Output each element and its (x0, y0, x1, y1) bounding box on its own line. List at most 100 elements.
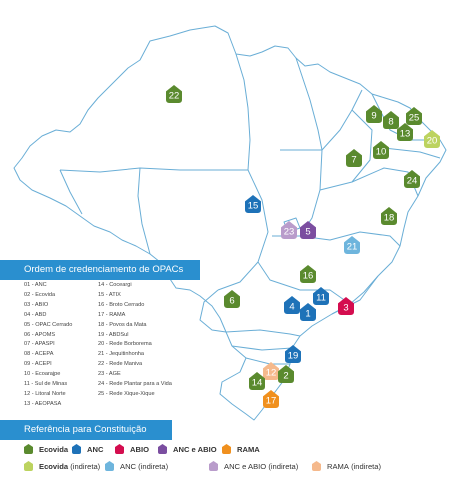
map-marker: 5 (300, 221, 316, 239)
legend-pin-icon (105, 461, 114, 471)
list-item: 01 - ANC (24, 282, 47, 288)
marker-label: 3 (343, 303, 348, 314)
list-item: 12 - Litoral Norte (24, 390, 66, 397)
legend-suffix: (indireta) (348, 462, 382, 471)
marker-pin (373, 141, 389, 159)
legend-label: Ecovida (39, 445, 69, 454)
marker-label: 1 (305, 309, 310, 320)
map-marker: 1 (300, 303, 316, 321)
legend-item: ABIO (115, 444, 149, 455)
legend-label: ANC (87, 445, 104, 454)
legend-item: ANC e ABIO (indireta) (209, 461, 298, 472)
marker-pin (346, 149, 362, 167)
map-marker: 6 (224, 290, 240, 308)
list-title-banner: Ordem de credenciamento de OPACs (0, 260, 200, 280)
legend-pin-icon (72, 444, 81, 454)
marker-pin (166, 85, 182, 103)
map-marker: 21 (344, 236, 360, 254)
border-mg-sp (257, 261, 351, 305)
marker-pin (300, 265, 316, 283)
map-marker: 18 (381, 207, 397, 225)
map-marker: 24 (404, 170, 420, 188)
border-ac-ro (59, 169, 83, 215)
opac-list-right: 14 - Coceargi 15 - ATIX 16 - Broto Cerrado… (98, 281, 172, 400)
marker-pin (278, 365, 294, 383)
border-ba-mg (299, 231, 401, 247)
list-item: 13 - AEOPASA (24, 400, 62, 407)
marker-pin (383, 111, 399, 129)
marker-label: 16 (303, 271, 314, 282)
marker-label: 5 (305, 227, 310, 238)
border-ba (319, 167, 419, 197)
marker-pin (338, 297, 354, 315)
map-marker: 11 (313, 287, 329, 305)
border-sc-rs (245, 357, 290, 365)
marker-label: 17 (266, 396, 277, 407)
list-item: 19 - ABDSul (98, 331, 129, 338)
list-item: 11 - Sul de Minas (24, 381, 68, 388)
marker-pin (397, 123, 413, 141)
list-item: 05 - OPAC Cerrado (24, 321, 73, 328)
marker-label: 2 (283, 371, 288, 382)
map-marker: 25 (406, 107, 422, 125)
map-marker: 10 (373, 141, 389, 159)
marker-label: 24 (407, 176, 418, 187)
marker-pin (406, 107, 422, 125)
list-item: 08 - ACEPA (24, 351, 54, 358)
marker-label: 4 (289, 302, 294, 313)
map-marker: 20 (424, 130, 440, 148)
list-item: 24 - Rede Plantar para a Vida (98, 381, 172, 388)
legend-item: ANC e ABIO (158, 444, 217, 455)
list-item: 21 - Jequitinhonha (98, 351, 145, 358)
list-item: 16 - Broto Cerrado (98, 301, 145, 308)
marker-pin (366, 105, 382, 123)
border-am-pa (235, 53, 251, 171)
marker-label: 18 (384, 213, 395, 224)
border-pr-sc (231, 345, 293, 351)
list-item: 15 - ATIX (98, 291, 121, 298)
list-item: 23 - AGE (98, 371, 121, 378)
border-sp-pr (225, 329, 301, 337)
list-item: 18 - Povos da Mata (98, 321, 147, 328)
legend-suffix: (indireta) (136, 462, 169, 471)
legend-pin-icon (24, 444, 33, 454)
marker-pin (281, 221, 297, 239)
border-pb-pe (383, 147, 441, 159)
map-marker: 8 (383, 111, 399, 129)
marker-pin (249, 372, 265, 390)
legend-suffix: (indireta) (68, 462, 101, 471)
map-marker: 13 (397, 123, 413, 141)
marker-label: 8 (388, 117, 393, 128)
marker-pin (285, 345, 301, 363)
marker-label: 14 (252, 378, 263, 389)
list-item: 22 - Rede Maniva (98, 361, 143, 368)
legend-pin-icon (312, 461, 321, 471)
marker-label: 10 (376, 147, 387, 158)
border-pa-ma (295, 57, 323, 151)
legend-pin-icon (158, 444, 167, 454)
legend-pin-icon (115, 444, 124, 454)
map-marker: 23 (281, 221, 297, 239)
marker-label: 11 (316, 293, 326, 304)
map-marker: 17 (263, 390, 279, 408)
map-marker: 15 (245, 195, 261, 213)
marker-pin (344, 236, 360, 254)
list-item: 25 - Rede Xique-Xique (98, 390, 155, 397)
legend-pin-icon (222, 444, 231, 454)
legend-label: RAMA (237, 445, 260, 454)
list-item: 20 - Rede Borborema (98, 341, 152, 348)
legend-title-banner: Referência para Constituição (0, 420, 172, 440)
marker-pin (300, 221, 316, 239)
marker-label: 25 (409, 113, 420, 124)
legend-label: ABIO (130, 445, 149, 454)
map-marker: 9 (366, 105, 382, 123)
list-item: 09 - ACEPI (24, 361, 52, 368)
map-marker: 16 (300, 265, 316, 283)
list-item: 10 - Ecoarajpe (24, 371, 61, 378)
marker-label: 13 (400, 129, 411, 140)
map-marker: 22 (166, 85, 182, 103)
marker-label: 21 (347, 242, 358, 253)
legend-label: ANC e ABIO (173, 445, 217, 454)
